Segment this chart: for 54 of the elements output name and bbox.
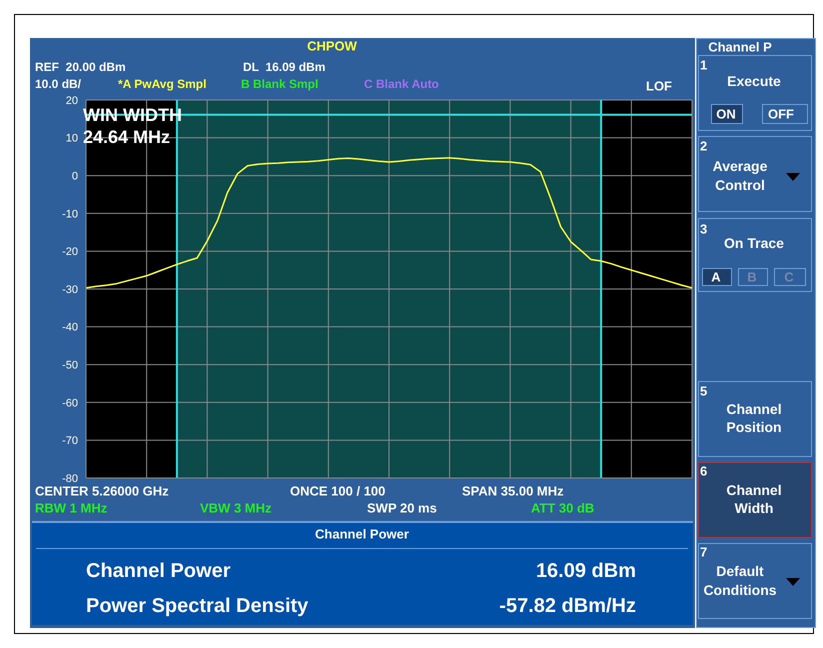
y-tick-label: -60	[62, 397, 78, 410]
text: C	[784, 270, 794, 284]
text: *A PwAvg Smpl	[118, 77, 206, 91]
y-tick-label: -50	[62, 360, 78, 372]
text: 1	[700, 58, 708, 72]
text: 16.09 dBm	[536, 560, 636, 582]
text: Average	[712, 158, 768, 174]
text: Channel	[726, 482, 782, 498]
text: DL 16.09 dBm	[243, 60, 326, 74]
text: Default	[716, 563, 764, 579]
y-tick-label: -30	[62, 284, 78, 296]
text: Channel Power	[86, 560, 230, 582]
y-tick-label: 0	[72, 170, 78, 183]
text: Position	[726, 419, 782, 435]
text: Control	[715, 177, 765, 193]
text: ON	[716, 106, 736, 122]
text: CENTER 5.26000 GHz	[35, 484, 169, 498]
text: Channel	[726, 401, 782, 417]
text: OFF	[768, 106, 794, 122]
text: 3	[700, 222, 708, 236]
text: SWP 20 ms	[367, 500, 437, 516]
text: Channel P	[708, 40, 772, 54]
text: RBW 1 MHz	[35, 500, 108, 516]
text: Width	[734, 500, 774, 516]
text: LOF	[646, 78, 672, 94]
text: Power Spectral Density	[86, 595, 308, 617]
text: A	[711, 270, 721, 284]
text: On Trace	[724, 235, 784, 251]
y-tick-label: 20	[66, 94, 78, 107]
text: 7	[700, 544, 708, 560]
text: ONCE 100 / 100	[290, 484, 386, 498]
text: Channel Power	[315, 526, 409, 542]
y-tick-label: -80	[62, 472, 78, 485]
text: -57.82 dBm/Hz	[499, 595, 636, 617]
y-tick-label: 10	[66, 132, 78, 145]
text: B Blank Smpl	[241, 77, 318, 91]
chart-title: CHPOW	[307, 38, 357, 54]
y-tick-label: -10	[62, 208, 78, 220]
text: VBW 3 MHz	[200, 500, 272, 516]
text: B	[747, 270, 757, 284]
text: 5	[700, 384, 708, 398]
text: REF 20.00 dBm	[35, 60, 126, 74]
text: 6	[700, 464, 708, 478]
text: Conditions	[703, 582, 777, 598]
text: SPAN 35.00 MHz	[462, 484, 564, 498]
text: 2	[700, 138, 708, 154]
y-tick-label: -70	[62, 435, 78, 448]
line-series	[85, 157, 693, 289]
text: C Blank Auto	[364, 77, 439, 91]
text: 10.0 dB/	[35, 77, 82, 91]
y-tick-label: -20	[62, 246, 78, 258]
y-tick-label: -40	[62, 322, 78, 334]
text: ATT 30 dB	[531, 500, 594, 516]
text: Execute	[727, 73, 781, 89]
